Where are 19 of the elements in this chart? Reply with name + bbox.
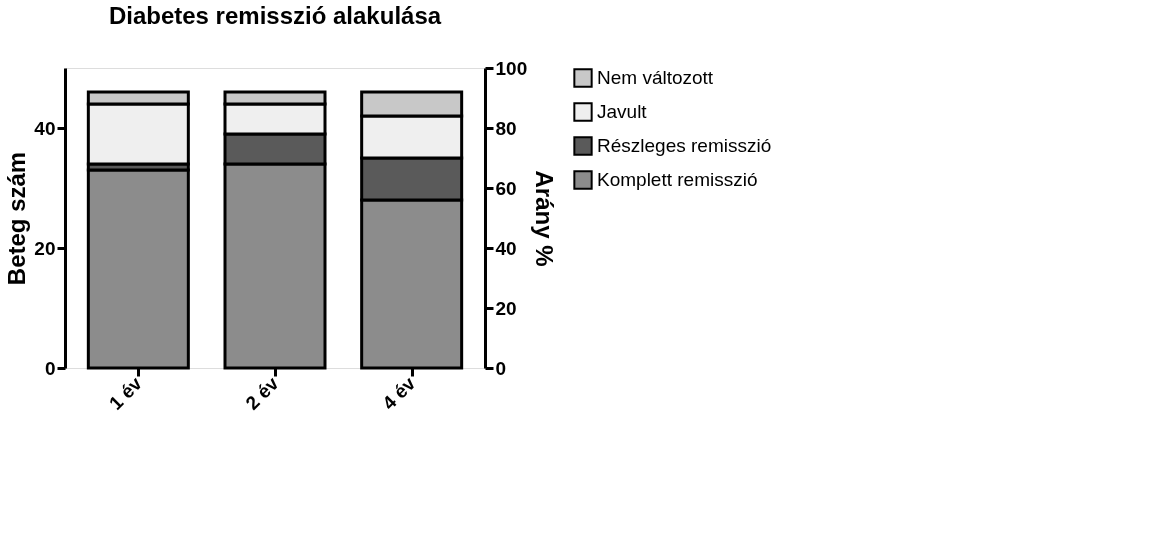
x-tick-label: 1 év	[104, 372, 147, 414]
y-tick-label: 0	[44, 357, 56, 379]
chart-title: Diabetes remisszió alakulása	[108, 2, 442, 29]
y2-axis-title: Arány %	[531, 170, 559, 267]
x-tick-label: 4 év	[378, 372, 420, 414]
y2-tick-label: 80	[495, 117, 517, 139]
legend-label: Javult	[597, 101, 648, 122]
legend-label: Részleges remisszió	[597, 135, 772, 156]
y2-tick-label: 20	[495, 297, 517, 319]
y2-tick-label: 60	[495, 177, 517, 199]
y2-tick-label: 100	[495, 57, 528, 79]
y2-tick-label: 40	[495, 237, 517, 259]
y-tick-label: 40	[34, 117, 56, 139]
legend-label: Nem változott	[597, 67, 714, 88]
legend-label: Komplett remisszió	[597, 169, 758, 190]
y2-tick-label: 0	[495, 357, 507, 379]
x-tick-label: 2 év	[241, 372, 283, 414]
y-axis-title: Beteg szám	[3, 151, 31, 286]
y-tick-label: 20	[34, 237, 56, 259]
